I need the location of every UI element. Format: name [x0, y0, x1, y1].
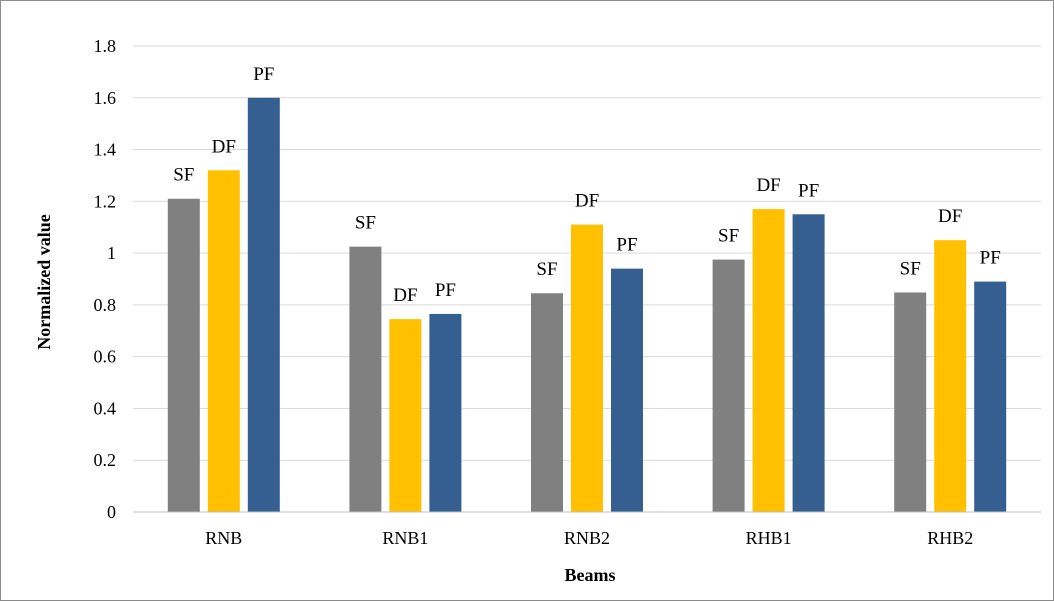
- y-axis-title: Normalized value: [34, 214, 54, 349]
- x-tick-label: RHB2: [927, 528, 973, 548]
- bar-sf-rnb: [167, 198, 200, 512]
- bar-df-rhb1: [752, 209, 785, 512]
- bar-pf-rnb2: [611, 268, 643, 512]
- bar-df-rhb2: [934, 240, 967, 512]
- axes: 0 0.2 0.4 0.6 0.8 1 1.2 1.4 1.6 1.8 RNB RNB1 RNB2 RHB…: [94, 36, 1041, 548]
- data-label: SF: [900, 258, 921, 279]
- y-tick-label: 0: [107, 502, 116, 522]
- data-label: DF: [938, 206, 962, 227]
- y-tick-label: 0.8: [94, 295, 117, 315]
- bar-pf-rnb: [247, 97, 280, 513]
- data-label: PF: [253, 64, 274, 85]
- y-tick-label: 1: [107, 243, 116, 263]
- x-tick-label: RNB: [205, 528, 242, 548]
- data-label: DF: [575, 191, 599, 212]
- data-label: PF: [616, 235, 637, 256]
- bar-pf-rhb1: [792, 214, 825, 512]
- y-tick-label: 1.8: [94, 36, 117, 56]
- y-tick-label: 0.4: [94, 398, 117, 418]
- data-label: SF: [173, 165, 194, 186]
- data-label: DF: [756, 175, 780, 196]
- bar-df-rnb1: [389, 319, 422, 512]
- data-label: PF: [980, 248, 1001, 269]
- bars: [167, 97, 1007, 513]
- bar-sf-rhb1: [712, 259, 745, 512]
- data-labels: SF DF PF SF DF PF SF DF PF SF DF PF SF DF PF: [173, 64, 1001, 306]
- bar-pf-rnb1: [429, 313, 462, 512]
- x-tick-label: RNB1: [382, 528, 428, 548]
- bar-df-rnb2: [571, 224, 603, 512]
- y-tick-label: 1.4: [94, 140, 117, 160]
- data-label: DF: [393, 285, 417, 306]
- data-label: SF: [536, 259, 557, 280]
- data-label: PF: [435, 280, 456, 301]
- data-label: SF: [355, 213, 376, 234]
- bar-sf-rhb2: [894, 292, 927, 512]
- y-tick-label: 0.2: [94, 450, 117, 470]
- bar-sf-rnb1: [349, 246, 382, 512]
- x-tick-label: RHB1: [746, 528, 792, 548]
- data-label: SF: [718, 226, 739, 247]
- y-tick-label: 0.6: [94, 347, 117, 367]
- bar-df-rnb: [207, 170, 240, 512]
- data-label: DF: [212, 136, 236, 157]
- bar-pf-rhb2: [974, 281, 1007, 512]
- bar-sf-rnb2: [531, 293, 563, 512]
- data-label: PF: [798, 180, 819, 201]
- x-axis-title: Beams: [565, 565, 616, 585]
- x-tick-label: RNB2: [564, 528, 610, 548]
- y-tick-label: 1.6: [94, 88, 117, 108]
- y-tick-label: 1.2: [94, 191, 117, 211]
